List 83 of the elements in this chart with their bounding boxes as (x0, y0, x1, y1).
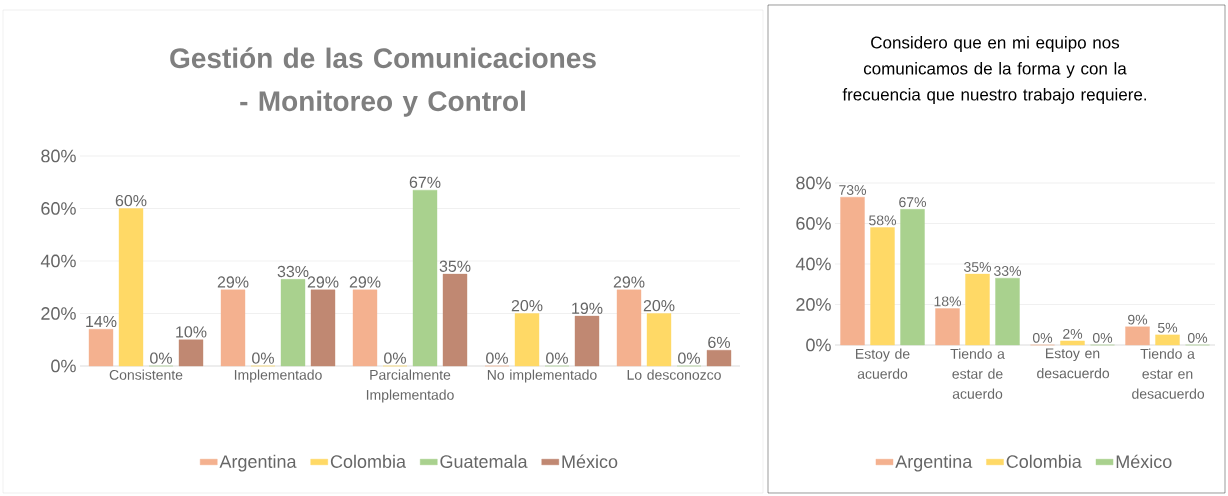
bar (935, 308, 960, 346)
legend-label: Colombia (1006, 454, 1082, 468)
data-label: 67% (899, 197, 927, 208)
bar (574, 315, 600, 367)
y-tick-label: 60% (41, 202, 76, 215)
x-tick-label: Estoy de acuerdo (856, 348, 910, 379)
data-label: 35% (439, 260, 471, 272)
bar (178, 339, 204, 367)
y-tick-label: 40% (40, 254, 76, 268)
y-tick-label: 60% (796, 217, 831, 230)
data-label: 14% (86, 315, 117, 328)
bar (310, 289, 336, 367)
data-label: 10% (176, 326, 207, 338)
legend-label: Colombia (330, 454, 406, 468)
data-label: 20% (511, 299, 543, 312)
y-tick-label: 40% (795, 257, 831, 271)
bar (514, 313, 540, 367)
data-label: 29% (217, 276, 249, 288)
data-label: 0% (486, 352, 508, 364)
bar (280, 279, 306, 367)
data-label: 0% (384, 352, 406, 364)
bar (442, 273, 468, 367)
x-tick-label: Consistente (109, 369, 183, 380)
data-label: 6% (708, 336, 730, 349)
legend-label: Guatemala (440, 454, 528, 468)
data-label: 0% (1032, 332, 1053, 343)
bar (1060, 340, 1085, 346)
y-tick-label: 80% (796, 176, 831, 190)
data-label: 0% (678, 352, 700, 364)
bar (646, 313, 672, 367)
bar (352, 289, 378, 367)
bar (965, 273, 990, 346)
data-label: 67% (409, 176, 441, 188)
bar (900, 209, 925, 346)
y-tick-label: 80% (41, 149, 76, 163)
data-label: 33% (277, 265, 309, 278)
data-label: 60% (115, 194, 147, 207)
x-tick-label: Lo desconozco (627, 369, 721, 380)
bar (412, 189, 438, 367)
data-label: 20% (643, 299, 675, 312)
x-tick-label: Parcialmente Implementado (366, 369, 454, 403)
data-label: 0% (252, 352, 274, 364)
bar (1155, 334, 1180, 346)
data-label: 33% (994, 266, 1022, 276)
y-tick-label: 0% (51, 359, 76, 373)
data-label: 0% (1187, 332, 1208, 343)
chart-title: Considero que en mi equipo nos comunicamos de la forma y con la frecuencia que nuestro trabajo requiere. (842, 36, 1147, 104)
legend-label: México (1116, 454, 1172, 469)
bar (995, 277, 1020, 346)
data-label: 29% (613, 276, 645, 288)
data-label: 29% (307, 276, 339, 288)
x-tick-label: Estoy en desacuerdo (1037, 348, 1110, 379)
data-label: 2% (1063, 328, 1083, 339)
bar (706, 350, 732, 367)
bar (118, 208, 144, 367)
x-tick-label: No implementado (487, 369, 597, 383)
data-label: 5% (1157, 322, 1178, 333)
bar (870, 227, 895, 346)
x-tick-label: Implementado (234, 369, 322, 383)
chart-title: Gestión de las Comunicaciones - Monitoreo y Control (170, 47, 596, 117)
data-label: 19% (572, 302, 603, 314)
data-label: 0% (546, 352, 568, 364)
data-label: 0% (1092, 332, 1113, 343)
data-label: 29% (349, 276, 381, 288)
bar (88, 329, 114, 367)
bar (1125, 326, 1150, 346)
data-label: 73% (839, 185, 867, 195)
bar (840, 196, 865, 346)
y-tick-label: 20% (796, 298, 831, 311)
y-tick-label: 0% (806, 338, 831, 352)
y-tick-label: 20% (41, 307, 76, 320)
bar (220, 289, 246, 367)
x-tick-label: Tiendo a estar en desacuerdo (1132, 348, 1205, 399)
data-label: 58% (869, 215, 897, 226)
data-label: 0% (150, 352, 172, 364)
x-tick-label: Tiendo a estar de acuerdo (950, 348, 1005, 399)
data-label: 35% (964, 262, 992, 272)
legend-label: Argentina (219, 454, 297, 472)
legend-label: Argentina (895, 454, 973, 472)
data-label: 9% (1128, 314, 1148, 325)
data-label: 18% (934, 296, 962, 307)
legend-label: México (562, 454, 618, 469)
bar (616, 289, 642, 367)
